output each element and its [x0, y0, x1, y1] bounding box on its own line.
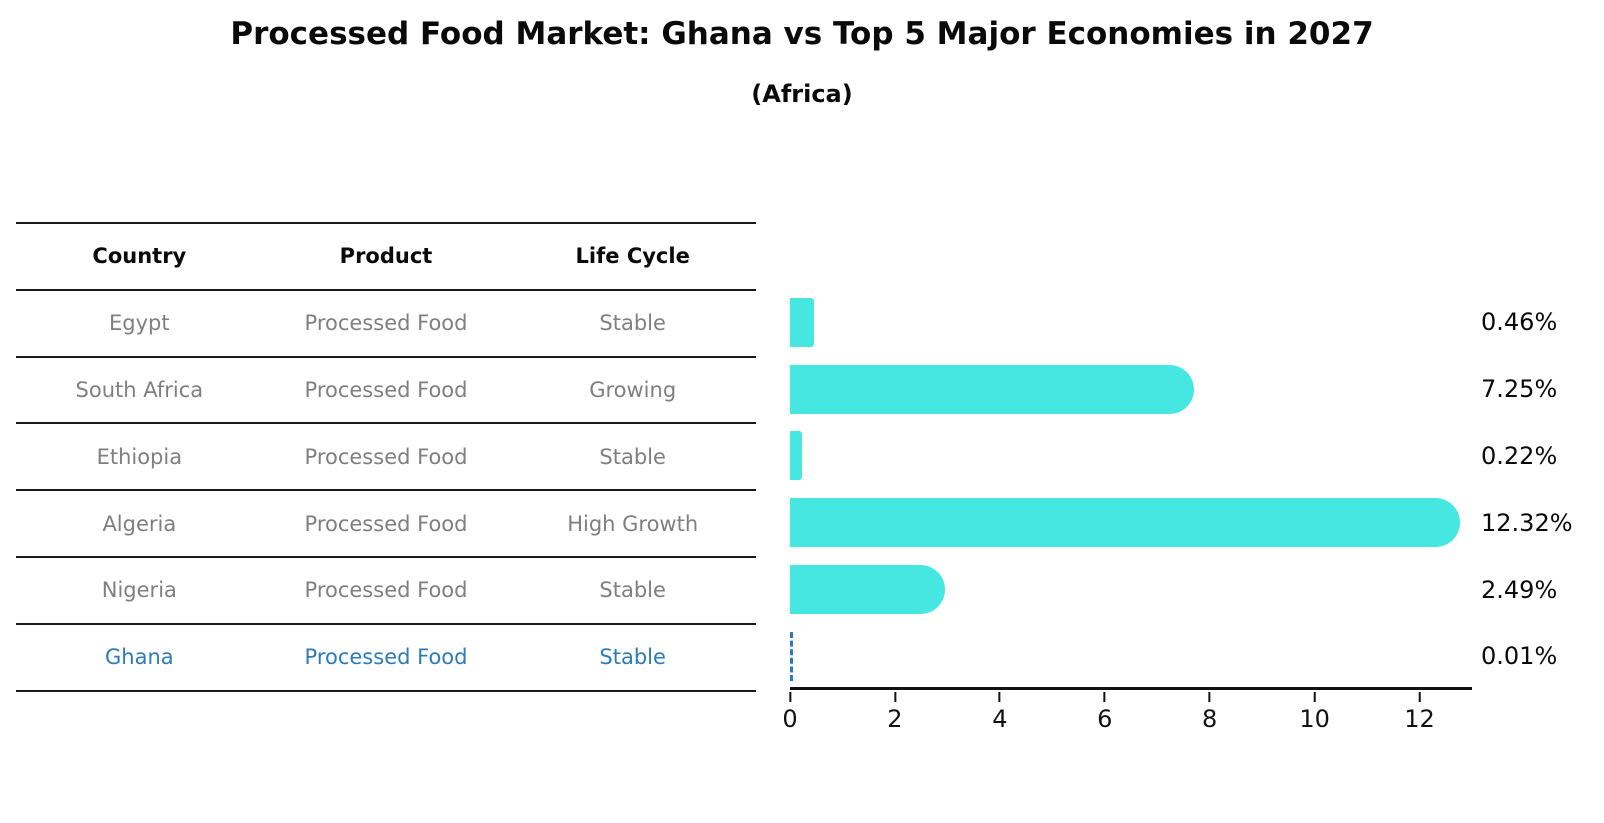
bar-ethiopia [790, 431, 802, 481]
tick-mark [789, 692, 791, 702]
x-axis: 0 2 4 6 8 10 12 [782, 692, 1472, 742]
table-row: Ethiopia Processed Food Stable [16, 424, 756, 492]
cell-life-cycle: Stable [599, 311, 666, 336]
bar-algeria [790, 498, 1461, 548]
x-tick-8: 8 [1202, 692, 1217, 733]
cell-product: Processed Food [304, 377, 468, 402]
x-tick-6: 6 [1097, 692, 1112, 733]
bar-value-label: 7.25% [1481, 375, 1558, 404]
value-label-column: 0.46% 7.25% 0.22% 12.32% 2.49% 0.01% [1481, 289, 1604, 690]
bar-value-label: 0.01% [1481, 642, 1558, 671]
cell-life-cycle: Stable [599, 578, 666, 603]
bar-ghana [790, 631, 793, 681]
cell-product: Processed Food [304, 511, 468, 536]
cell-product: Processed Food [304, 444, 468, 469]
tick-label: 2 [887, 705, 903, 733]
tick-mark [1313, 692, 1316, 702]
tick-mark [1103, 692, 1106, 702]
table-row: Ghana Processed Food Stable [16, 625, 756, 692]
tick-label: 4 [992, 705, 1008, 733]
bars-area [790, 289, 1472, 690]
cell-life-cycle: High Growth [567, 511, 699, 536]
cell-country: Ethiopia [96, 444, 183, 469]
bar-value-label: 2.49% [1481, 575, 1558, 604]
cell-product: Processed Food [304, 645, 468, 670]
bar-row [790, 556, 1472, 623]
tick-label: 6 [1097, 705, 1113, 733]
tick-label: 12 [1404, 705, 1435, 733]
table-row: Egypt Processed Food Stable [16, 291, 756, 358]
comparison-table: Country Product Life Cycle Egypt Processe… [16, 222, 756, 692]
bar-south-africa [790, 364, 1195, 414]
cell-country: Nigeria [101, 578, 177, 603]
table-row: South Africa Processed Food Growing [16, 358, 756, 425]
bar-egypt [790, 297, 815, 347]
cell-life-cycle: Stable [599, 645, 666, 670]
table-body: Egypt Processed Food Stable South Africa Pro… [16, 291, 756, 692]
chart-title: Processed Food Market: Ghana vs Top 5 Ma… [230, 16, 1374, 52]
bar-value-label: 12.32% [1481, 508, 1573, 537]
bar-row [790, 489, 1472, 556]
tick-mark [1418, 692, 1421, 702]
table-header-row: Country Product Life Cycle [16, 224, 756, 291]
cell-country: Ghana [105, 645, 174, 670]
tick-label: 10 [1299, 705, 1330, 733]
column-header-country: Country [92, 244, 187, 269]
cell-country: South Africa [75, 377, 204, 402]
table-row: Nigeria Processed Food Stable [16, 558, 756, 625]
column-header-life-cycle: Life Cycle [575, 244, 690, 269]
x-tick-10: 10 [1299, 692, 1330, 733]
cell-product: Processed Food [304, 578, 468, 603]
bar-row [790, 289, 1472, 356]
tick-label: 8 [1202, 705, 1218, 733]
cell-life-cycle: Stable [599, 444, 666, 469]
tick-mark [1208, 692, 1211, 702]
bar-row [790, 356, 1472, 423]
x-tick-0: 0 [782, 692, 798, 733]
cell-product: Processed Food [304, 311, 468, 336]
chart-subtitle: (Africa) [751, 80, 853, 108]
bar-chart [790, 289, 1472, 690]
bar-value-label: 0.22% [1481, 441, 1558, 470]
cell-country: Egypt [109, 311, 170, 336]
bar-row [790, 623, 1472, 690]
tick-label: 0 [782, 705, 798, 733]
column-header-product: Product [339, 244, 433, 269]
x-tick-4: 4 [992, 692, 1007, 733]
x-tick-12: 12 [1404, 692, 1435, 733]
bar-nigeria [790, 565, 945, 615]
bar-value-label: 0.46% [1481, 308, 1558, 337]
table-row: Algeria Processed Food High Growth [16, 491, 756, 558]
cell-country: Algeria [102, 511, 177, 536]
tick-mark [998, 692, 1001, 702]
tick-mark [893, 692, 896, 702]
x-tick-2: 2 [887, 692, 903, 733]
cell-life-cycle: Growing [589, 377, 677, 402]
bar-row [790, 423, 1472, 490]
